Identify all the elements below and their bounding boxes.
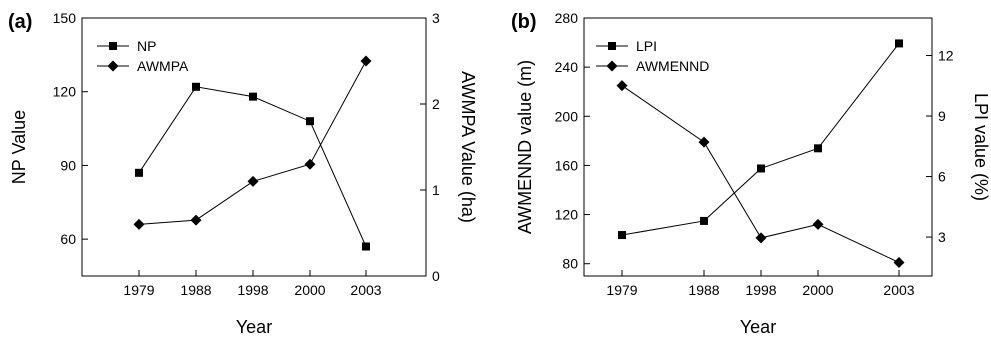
plot-frame bbox=[583, 17, 933, 277]
data-point-np bbox=[135, 168, 143, 177]
data-point-np bbox=[306, 117, 314, 126]
y2-axis-title: LPI value (%) bbox=[971, 93, 991, 201]
y-tick-label: 90 bbox=[60, 157, 76, 173]
series-line-awmpa bbox=[138, 60, 367, 225]
x-tick-label: 1979 bbox=[606, 282, 637, 298]
y-axis-title: NP Value bbox=[9, 110, 29, 184]
legend-label-awmpa: AWMPA bbox=[137, 58, 189, 74]
x-tick-label: 2000 bbox=[802, 282, 833, 298]
data-point-awmennd bbox=[755, 232, 767, 244]
y2-tick-label: 12 bbox=[938, 48, 954, 64]
data-point-awmennd bbox=[698, 136, 710, 148]
data-point-awmennd bbox=[616, 80, 628, 92]
y2-tick-label: 1 bbox=[432, 182, 440, 198]
y-tick-label: 200 bbox=[555, 108, 579, 124]
data-point-awmpa bbox=[190, 214, 202, 226]
x-tick-label: 2003 bbox=[883, 282, 914, 298]
y2-tick-label: 6 bbox=[938, 169, 946, 185]
plot-frame bbox=[81, 17, 427, 277]
legend-label-lpi: LPI bbox=[636, 38, 657, 54]
y-tick-label: 120 bbox=[555, 207, 579, 223]
data-point-awmpa bbox=[133, 218, 145, 230]
data-point-lpi bbox=[757, 164, 765, 173]
y2-tick-label: 3 bbox=[432, 10, 440, 26]
panel-label: (a) bbox=[8, 11, 32, 33]
y2-axis-title: AWMPA Value (ha) bbox=[458, 71, 478, 223]
y-tick-label: 150 bbox=[53, 10, 77, 26]
data-point-lpi bbox=[814, 144, 822, 153]
x-tick-label: 1988 bbox=[688, 282, 719, 298]
x-tick-label: 1979 bbox=[123, 282, 154, 298]
x-tick-label: 2003 bbox=[350, 282, 381, 298]
data-point-lpi bbox=[700, 216, 708, 225]
legend-label-np: NP bbox=[137, 38, 156, 54]
data-point-awmpa bbox=[304, 158, 316, 170]
legend-marker-lpi bbox=[608, 42, 616, 50]
y-tick-label: 120 bbox=[53, 84, 77, 100]
y-axis-title: AWMENND value (m) bbox=[515, 60, 535, 234]
data-point-awmpa bbox=[247, 175, 259, 187]
data-point-np bbox=[362, 242, 370, 251]
legend-marker-awmennd bbox=[606, 60, 618, 72]
y2-tick-label: 2 bbox=[432, 96, 440, 112]
y-tick-label: 160 bbox=[555, 157, 579, 173]
data-point-lpi bbox=[895, 39, 903, 48]
y2-tick-label: 3 bbox=[938, 229, 946, 245]
data-point-np bbox=[249, 92, 257, 101]
x-tick-label: 1988 bbox=[180, 282, 211, 298]
y-tick-label: 280 bbox=[555, 10, 579, 26]
data-point-np bbox=[192, 82, 200, 91]
y2-tick-label: 0 bbox=[432, 268, 440, 284]
panel-label: (b) bbox=[511, 11, 537, 33]
legend-marker-awmpa bbox=[107, 60, 119, 72]
x-axis-title: Year bbox=[740, 317, 776, 337]
legend-marker-np bbox=[109, 42, 117, 50]
y-tick-label: 80 bbox=[562, 256, 578, 272]
data-point-lpi bbox=[618, 231, 626, 240]
data-point-awmpa bbox=[360, 55, 372, 67]
y-tick-label: 240 bbox=[555, 59, 579, 75]
x-tick-label: 1998 bbox=[745, 282, 776, 298]
legend-label-awmennd: AWMENND bbox=[636, 58, 709, 74]
y-tick-label: 60 bbox=[60, 231, 76, 247]
x-axis-title: Year bbox=[236, 317, 272, 337]
y2-tick-label: 9 bbox=[938, 108, 946, 124]
data-point-awmennd bbox=[812, 218, 824, 230]
x-tick-label: 2000 bbox=[294, 282, 325, 298]
data-point-awmennd bbox=[893, 256, 905, 268]
x-tick-label: 1998 bbox=[237, 282, 268, 298]
series-line-np bbox=[138, 86, 367, 247]
